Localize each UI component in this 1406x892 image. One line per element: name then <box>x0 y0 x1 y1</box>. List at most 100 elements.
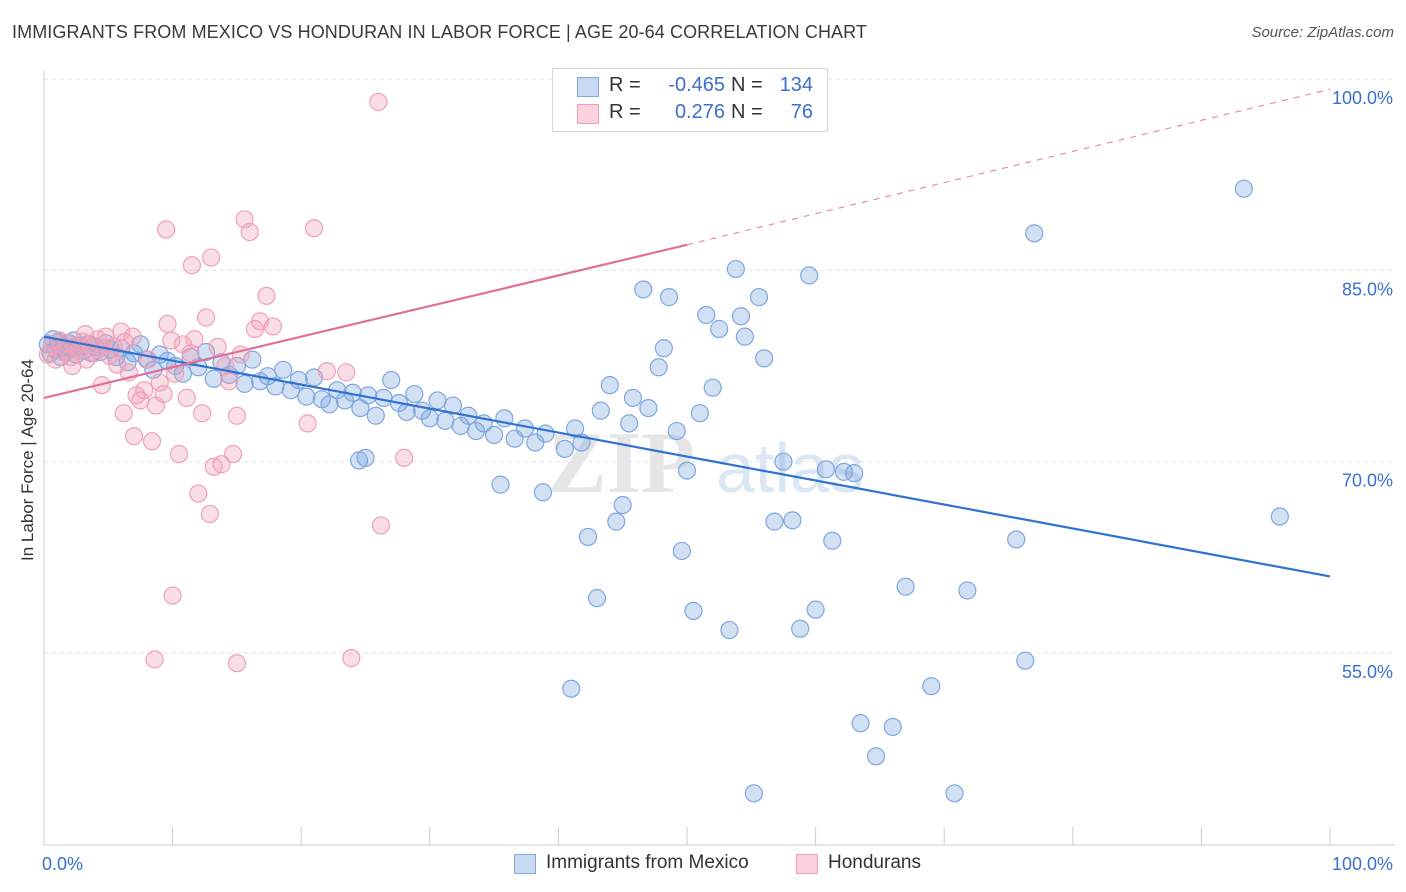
data-point-mexico <box>485 425 504 444</box>
data-point-hondurans <box>298 414 317 433</box>
data-point-hondurans <box>369 92 388 112</box>
data-point-hondurans <box>371 516 391 535</box>
data-point-mexico <box>607 512 626 531</box>
legend-r-value: 0.276 <box>674 101 725 123</box>
data-point-hondurans <box>317 362 337 381</box>
data-point-mexico <box>562 679 581 698</box>
legend-n-label: N = <box>731 101 763 123</box>
trend-line-hondurans <box>43 243 688 399</box>
data-point-hondurans <box>342 649 361 668</box>
data-point-mexico <box>806 600 825 619</box>
data-point-mexico <box>697 305 716 325</box>
data-point-mexico <box>690 404 709 423</box>
y-tick-label: 85.0% <box>1342 279 1393 299</box>
legend-n-value: 134 <box>779 74 813 96</box>
data-point-mexico <box>654 339 673 358</box>
legend-n-value: 76 <box>790 101 813 123</box>
watermark-zip: ZIP <box>548 415 695 512</box>
legend-swatch-hondurans <box>577 104 599 124</box>
data-point-mexico <box>578 527 598 547</box>
data-point-mexico <box>196 342 216 362</box>
data-point-hondurans <box>189 484 208 503</box>
data-point-mexico <box>555 439 574 459</box>
data-point-mexico <box>526 433 545 452</box>
data-point-hondurans <box>150 373 169 392</box>
bottom-legend-label-hondurans: Hondurans <box>828 852 921 873</box>
data-point-mexico <box>1007 530 1026 549</box>
data-point-mexico <box>945 784 964 803</box>
data-point-mexico <box>356 448 375 467</box>
data-point-mexico <box>765 512 784 531</box>
data-point-mexico <box>600 376 619 395</box>
data-point-hondurans <box>212 455 231 474</box>
data-point-hondurans <box>158 314 177 334</box>
data-point-mexico <box>366 406 385 425</box>
data-point-mexico <box>613 495 632 515</box>
data-point-mexico <box>845 464 864 483</box>
data-point-hondurans <box>139 350 158 369</box>
data-point-mexico <box>243 350 262 369</box>
data-point-mexico <box>428 391 447 410</box>
data-point-mexico <box>749 288 769 307</box>
data-point-hondurans <box>223 444 243 464</box>
data-point-hondurans <box>157 220 176 239</box>
data-point-hondurans <box>337 363 356 382</box>
x-tick-label: 100.0% <box>1332 854 1393 874</box>
data-point-mexico <box>533 483 553 502</box>
data-point-mexico <box>659 288 679 307</box>
trend-line-hondurans-extension <box>686 88 1331 246</box>
data-point-mexico <box>297 387 316 406</box>
legend-r-label: R = <box>609 74 641 96</box>
data-point-hondurans <box>63 356 82 376</box>
data-point-hondurans <box>154 384 173 404</box>
data-point-hondurans <box>257 286 276 305</box>
data-point-mexico <box>382 370 401 390</box>
data-point-mexico <box>774 452 793 471</box>
data-point-mexico <box>783 511 802 530</box>
data-point-mexico <box>131 335 150 354</box>
data-point-hondurans <box>163 586 182 605</box>
data-point-hondurans <box>124 427 144 446</box>
data-point-mexico <box>710 319 729 339</box>
data-point-mexico <box>491 475 510 494</box>
data-point-hondurans <box>208 337 227 356</box>
data-point-hondurans <box>169 444 189 464</box>
data-point-mexico <box>1016 651 1035 670</box>
data-point-hondurans <box>123 327 142 346</box>
data-point-mexico <box>672 541 691 561</box>
y-tick-label: 55.0% <box>1342 662 1393 682</box>
bottom-legend-swatch-hondurans <box>796 854 818 874</box>
bottom-legend-swatch-mexico <box>514 854 536 874</box>
data-point-mexico <box>274 360 293 379</box>
data-point-mexico <box>1025 224 1044 243</box>
data-point-mexico <box>823 531 842 550</box>
bottom-legend-label-mexico: Immigrants from Mexico <box>546 852 749 873</box>
data-point-mexico <box>735 327 754 346</box>
data-point-mexico <box>755 349 774 368</box>
data-point-mexico <box>720 620 739 640</box>
data-point-hondurans <box>200 504 219 524</box>
data-point-mexico <box>816 460 835 479</box>
data-point-mexico <box>726 259 745 279</box>
data-point-mexico <box>791 619 810 638</box>
data-point-mexico <box>896 577 915 596</box>
data-point-mexico <box>266 377 285 396</box>
data-point-hondurans <box>193 404 212 423</box>
y-tick-label: 100.0% <box>1332 88 1393 108</box>
data-point-mexico <box>883 717 902 737</box>
data-point-mexico <box>731 307 751 326</box>
data-point-hondurans <box>182 256 201 275</box>
data-point-hondurans <box>162 331 181 350</box>
data-point-hondurans <box>240 222 259 242</box>
data-point-mexico <box>639 398 658 418</box>
data-point-hondurans <box>135 381 154 400</box>
data-point-hondurans <box>202 248 221 267</box>
data-point-mexico <box>667 421 686 441</box>
data-point-mexico <box>466 421 486 441</box>
data-point-mexico <box>958 581 977 600</box>
data-point-hondurans <box>263 317 283 336</box>
data-point-hondurans <box>142 432 162 451</box>
data-point-mexico <box>591 401 610 420</box>
data-point-mexico <box>800 266 819 285</box>
data-point-hondurans <box>220 372 239 391</box>
